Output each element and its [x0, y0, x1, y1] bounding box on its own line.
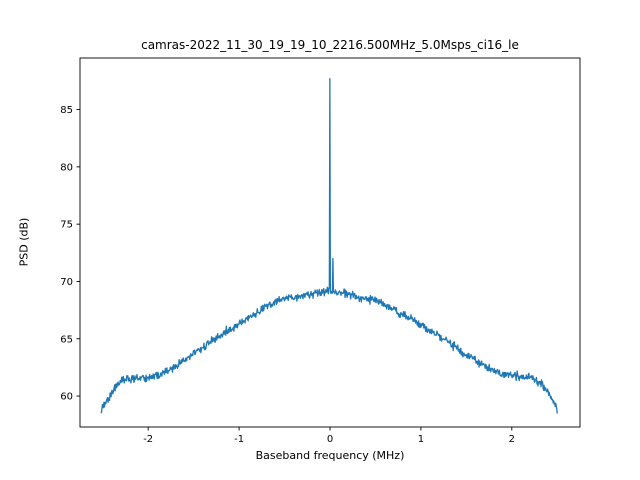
y-axis-label: PSD (dB) [17, 217, 31, 267]
x-tick-label: -2 [143, 434, 153, 445]
y-tick-label: 65 [60, 334, 73, 345]
chart-title: camras-2022_11_30_19_19_10_2216.500MHz_5… [141, 38, 519, 52]
y-tick-label: 75 [60, 220, 73, 231]
y-tick-label: 80 [60, 162, 73, 173]
y-tick-label: 60 [60, 392, 73, 403]
y-tick-label: 85 [60, 105, 73, 116]
x-tick-label: 2 [509, 434, 515, 445]
psd-line [100, 77, 558, 414]
x-axis-label: Baseband frequency (MHz) [255, 449, 405, 462]
x-tick-label: 1 [418, 434, 424, 445]
y-tick-label: 70 [60, 277, 73, 288]
x-tick-label: -1 [234, 434, 244, 445]
x-tick-label: 0 [327, 434, 333, 445]
